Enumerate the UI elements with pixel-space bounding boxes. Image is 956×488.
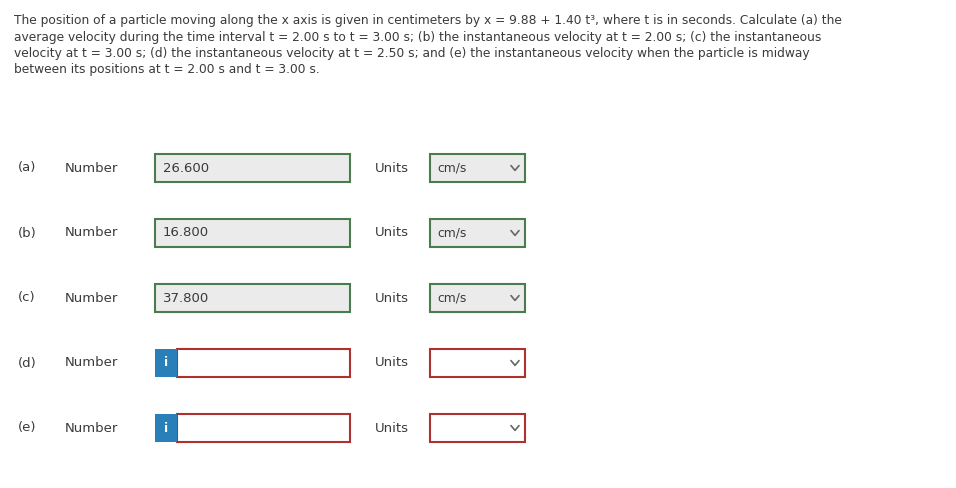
Text: Number: Number	[65, 422, 119, 434]
FancyBboxPatch shape	[155, 349, 177, 377]
Text: Units: Units	[375, 226, 409, 240]
Text: cm/s: cm/s	[437, 291, 467, 305]
Text: i: i	[163, 357, 168, 369]
Text: i: i	[163, 422, 168, 434]
Text: cm/s: cm/s	[437, 162, 467, 175]
FancyBboxPatch shape	[430, 219, 525, 247]
Text: 26.600: 26.600	[163, 162, 209, 175]
Text: (c): (c)	[18, 291, 35, 305]
Text: (d): (d)	[18, 357, 36, 369]
Text: Units: Units	[375, 291, 409, 305]
FancyBboxPatch shape	[177, 349, 350, 377]
Text: average velocity during the time interval t = 2.00 s to t = 3.00 s; (b) the inst: average velocity during the time interva…	[14, 30, 821, 43]
Text: Units: Units	[375, 162, 409, 175]
FancyBboxPatch shape	[430, 284, 525, 312]
FancyBboxPatch shape	[177, 414, 350, 442]
Text: Number: Number	[65, 226, 119, 240]
Text: (b): (b)	[18, 226, 36, 240]
FancyBboxPatch shape	[430, 414, 525, 442]
Text: Number: Number	[65, 162, 119, 175]
Text: (e): (e)	[18, 422, 36, 434]
Text: Units: Units	[375, 357, 409, 369]
FancyBboxPatch shape	[430, 154, 525, 182]
Text: between its positions at t = 2.00 s and t = 3.00 s.: between its positions at t = 2.00 s and …	[14, 63, 319, 77]
FancyBboxPatch shape	[155, 414, 177, 442]
Text: 16.800: 16.800	[163, 226, 209, 240]
Text: Number: Number	[65, 291, 119, 305]
Text: Units: Units	[375, 422, 409, 434]
Text: velocity at t = 3.00 s; (d) the instantaneous velocity at t = 2.50 s; and (e) th: velocity at t = 3.00 s; (d) the instanta…	[14, 47, 810, 60]
Text: cm/s: cm/s	[437, 226, 467, 240]
FancyBboxPatch shape	[430, 349, 525, 377]
Text: (a): (a)	[18, 162, 36, 175]
FancyBboxPatch shape	[155, 284, 350, 312]
Text: Number: Number	[65, 357, 119, 369]
Text: The position of a particle moving along the x axis is given in centimeters by x : The position of a particle moving along …	[14, 14, 842, 27]
FancyBboxPatch shape	[155, 154, 350, 182]
Text: 37.800: 37.800	[163, 291, 209, 305]
FancyBboxPatch shape	[155, 219, 350, 247]
